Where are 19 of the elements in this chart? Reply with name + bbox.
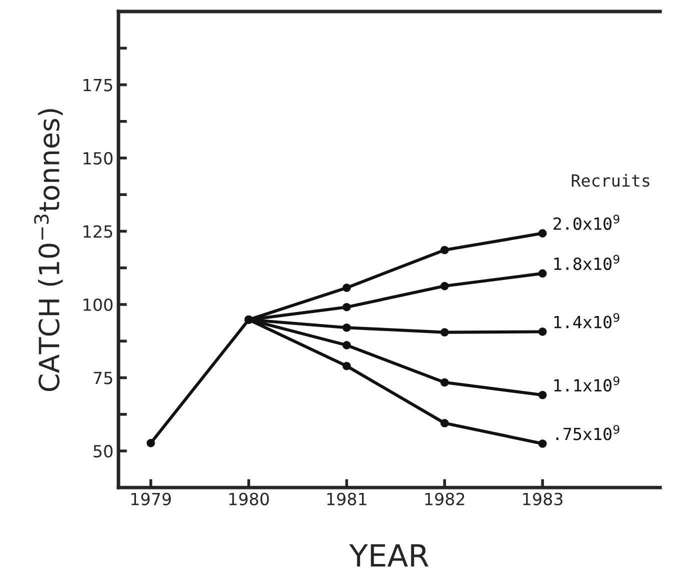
x-tick-label: 1982 [425, 492, 464, 506]
x-tick-label: 1983 [523, 492, 562, 506]
annotation: Recruits [572, 174, 650, 187]
y-tick-label: 100 [84, 298, 113, 312]
y-tick-label: 50 [94, 444, 113, 458]
x-tick-label: 1981 [327, 492, 366, 506]
series-label: 1.1x10$^{9}$ [554, 376, 620, 392]
y-tick-label: 75 [94, 372, 112, 384]
y-tick-label: 125 [84, 225, 112, 238]
y-tick-label: 175 [84, 78, 112, 92]
x-tick-label: 1979 [131, 492, 171, 506]
y-axis-title: CATCH (10$^{−3}$tonnes) [34, 109, 63, 392]
series-label: .75x10$^{9}$ [556, 424, 620, 440]
x-tick-label: 1980 [229, 492, 269, 506]
series-label: 1.4x10$^{9}$ [554, 313, 620, 328]
series-label: 1.8x10$^{9}$ [554, 254, 620, 270]
series-label: 2.0x10$^{9}$ [554, 214, 620, 230]
y-tick-label: 150 [84, 152, 113, 165]
x-axis-title: YEAR [349, 544, 428, 566]
